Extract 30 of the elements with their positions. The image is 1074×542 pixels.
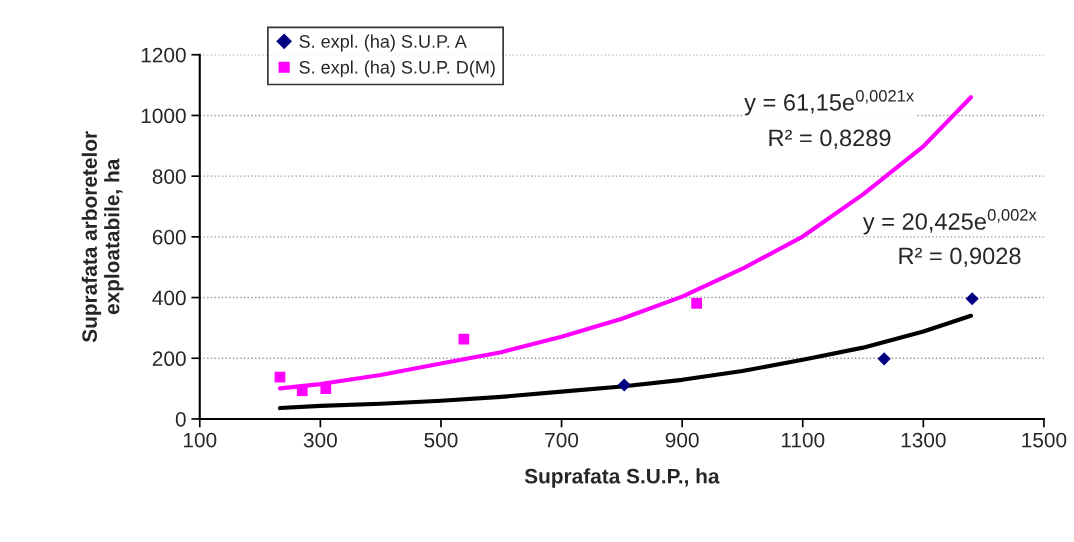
x-axis-title: Suprafata S.U.P., ha — [524, 468, 720, 488]
y-tick-label: 400 — [152, 290, 186, 306]
x-tick-label: 300 — [303, 432, 337, 448]
point — [617, 378, 631, 392]
y-tick-label: 800 — [152, 169, 186, 184]
annotation: R² = 0,9028 — [899, 247, 1021, 268]
annotation: R² = 0,8289 — [769, 129, 891, 150]
point — [320, 383, 332, 394]
y-tick-label: 200 — [152, 351, 186, 367]
x-tick-label: 1100 — [781, 432, 825, 448]
x-tick-label: 700 — [545, 432, 579, 448]
x-tick-label: 900 — [665, 432, 699, 448]
x-tick-label: 100 — [183, 432, 217, 448]
y-tick-label: 0 — [175, 411, 186, 427]
point — [965, 292, 979, 306]
y-tick-label: 600 — [152, 229, 186, 245]
line-series — [277, 313, 974, 411]
point — [877, 352, 891, 366]
y-tick-label: 1200 — [141, 47, 186, 63]
annotation: y = 20,425e$^{0,002x}$ — [862, 209, 1037, 235]
x-tick-label: 500 — [424, 432, 458, 448]
legend-label: S. expl. (ha) S.U.P. A — [299, 34, 467, 52]
y-tick-label: 1000 — [141, 108, 186, 124]
x-tick-label: 1300 — [901, 432, 946, 448]
legend-label: S. expl. (ha) S.U.P. D(M) — [299, 60, 495, 78]
point — [458, 333, 470, 345]
annotation: y = 61,15e$^{0,0021x}$ — [744, 89, 914, 116]
y-axis-title: Suprafata arboretelor exploatabile, ha — [81, 131, 124, 343]
x-tick-label: 1500 — [1022, 432, 1067, 448]
point — [691, 297, 702, 309]
